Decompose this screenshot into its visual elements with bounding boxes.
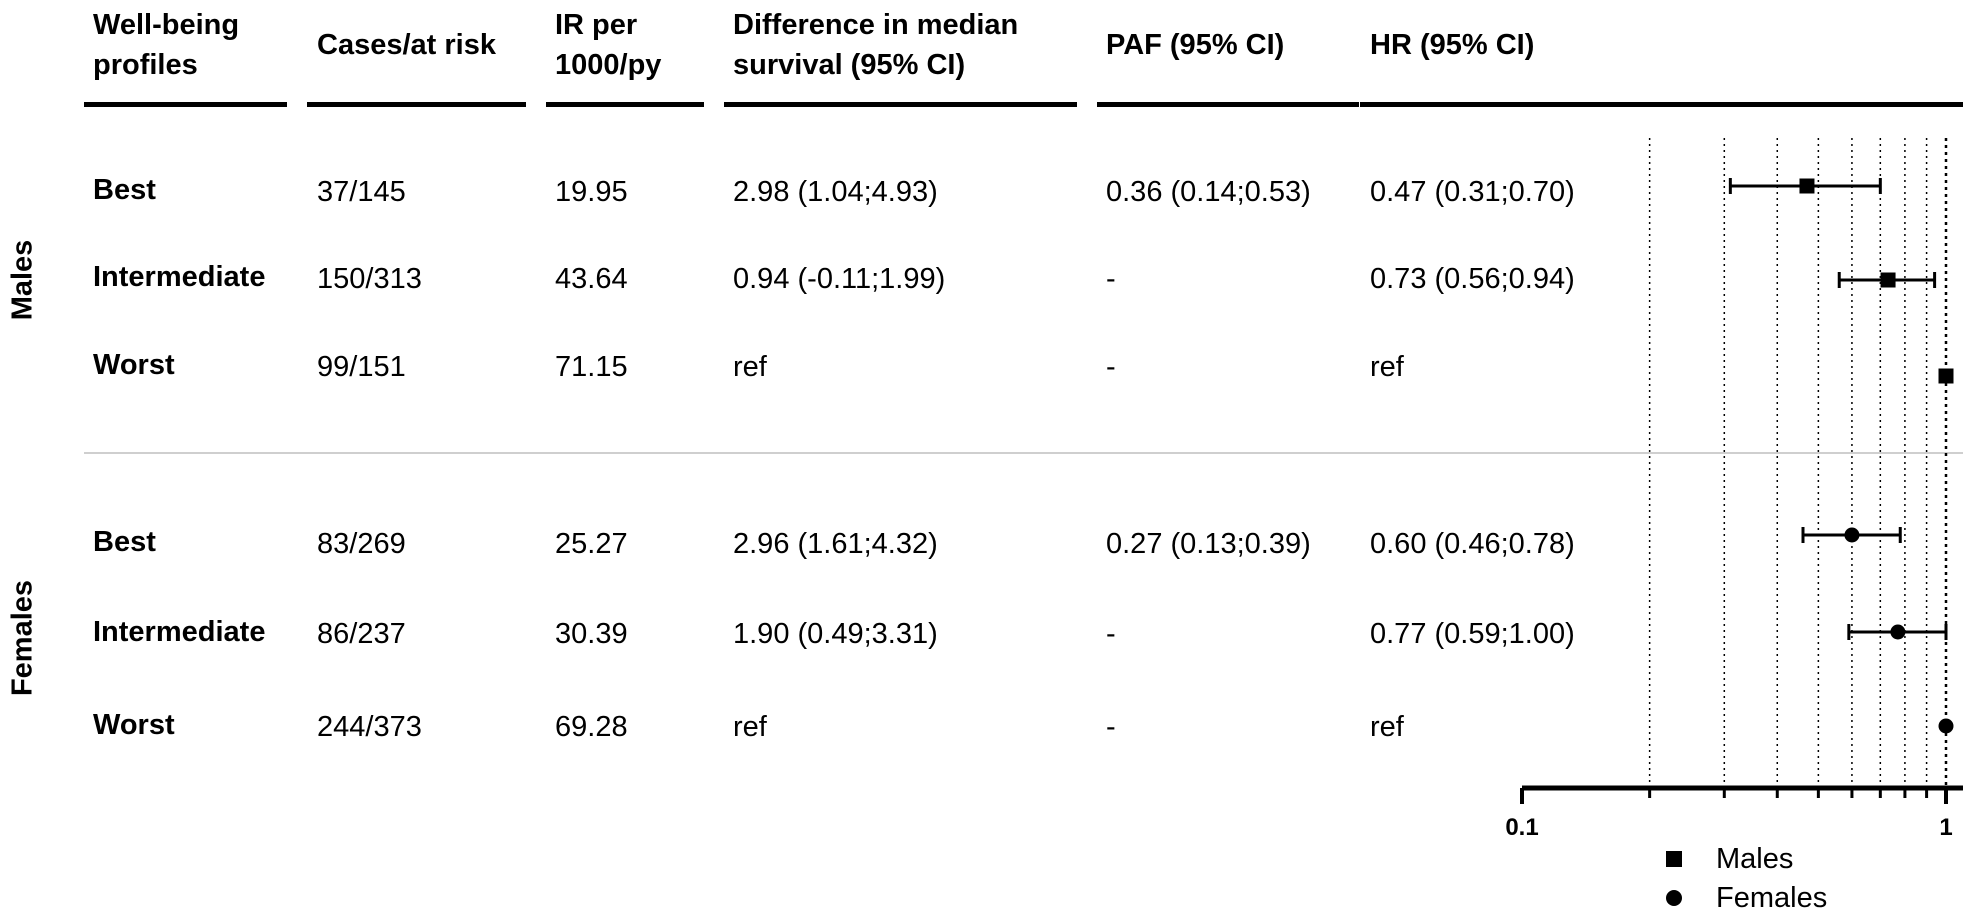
row-2-hr: 0.73 (0.56;0.94): [1370, 263, 1575, 295]
point-female: [1938, 718, 1954, 734]
point-male: [1880, 272, 1896, 288]
row-1-profile: Best: [93, 174, 156, 206]
row-3-profile: Worst: [93, 349, 175, 381]
row-2-paf: -: [1106, 263, 1116, 295]
legend-females-label: Females: [1716, 882, 1828, 914]
header-ir-line-1: IR per: [555, 9, 638, 41]
header-rule-diff: [724, 102, 1077, 107]
row-3-cases: 99/151: [317, 351, 406, 383]
header-profiles-line-2: profiles: [93, 49, 198, 81]
row-4-ir: 25.27: [555, 528, 628, 560]
x-tick-label: 0.1: [1505, 814, 1538, 841]
point-male: [1799, 178, 1815, 194]
row-2-ir: 43.64: [555, 263, 628, 295]
row-3-hr: ref: [1370, 351, 1404, 383]
header-cases: Cases/at risk: [317, 29, 496, 61]
row-2-profile: Intermediate: [93, 261, 266, 293]
point-female: [1844, 527, 1860, 543]
row-6-paf: -: [1106, 711, 1116, 743]
row-1-cases: 37/145: [317, 176, 406, 208]
header-diff-line-1: Difference in median: [733, 9, 1019, 41]
row-5-ir: 30.39: [555, 618, 628, 650]
row-6-ir: 69.28: [555, 711, 628, 743]
row-5-diff: 1.90 (0.49;3.31): [733, 618, 938, 650]
header-hr: HR (95% CI): [1370, 29, 1535, 61]
point-female: [1890, 624, 1906, 640]
legend-males-label: Males: [1716, 843, 1794, 875]
row-1-paf: 0.36 (0.14;0.53): [1106, 176, 1311, 208]
row-5-cases: 86/237: [317, 618, 406, 650]
x-tick-label: 1: [1939, 814, 1952, 841]
row-2-cases: 150/313: [317, 263, 422, 295]
row-1-diff: 2.98 (1.04;4.93): [733, 176, 938, 208]
header-diff: Difference in median survival (95% CI): [733, 5, 1018, 85]
row-4-paf: 0.27 (0.13;0.39): [1106, 528, 1311, 560]
row-1-ir: 19.95: [555, 176, 628, 208]
header-ir-line-2: 1000/py: [555, 49, 662, 81]
row-3-ir: 71.15: [555, 351, 628, 383]
header-diff-line-2: survival (95% CI): [733, 49, 966, 81]
point-male: [1938, 368, 1954, 384]
row-6-diff: ref: [733, 711, 767, 743]
group-separator: [84, 452, 1963, 454]
row-5-hr: 0.77 (0.59;1.00): [1370, 618, 1575, 650]
header-rule-hr: [1360, 102, 1963, 107]
header-rule-paf: [1097, 102, 1359, 107]
header-ir: IR per 1000/py: [555, 5, 661, 85]
legend-males-marker: [1666, 851, 1682, 867]
header-rule-cases: [307, 102, 526, 107]
row-5-paf: -: [1106, 618, 1116, 650]
row-6-cases: 244/373: [317, 711, 422, 743]
row-4-profile: Best: [93, 526, 156, 558]
header-paf: PAF (95% CI): [1106, 29, 1285, 61]
row-2-diff: 0.94 (-0.11;1.99): [733, 263, 946, 295]
row-3-paf: -: [1106, 351, 1116, 383]
row-4-hr: 0.60 (0.46;0.78): [1370, 528, 1575, 560]
row-6-hr: ref: [1370, 711, 1404, 743]
legend-females-marker: [1666, 890, 1682, 906]
header-rule-ir: [546, 102, 704, 107]
row-5-profile: Intermediate: [93, 616, 266, 648]
header-profiles: Well-being profiles: [93, 5, 239, 85]
row-1-hr: 0.47 (0.31;0.70): [1370, 176, 1575, 208]
row-4-cases: 83/269: [317, 528, 406, 560]
row-4-diff: 2.96 (1.61;4.32): [733, 528, 938, 560]
row-6-profile: Worst: [93, 709, 175, 741]
header-rule-profiles: [84, 102, 287, 107]
row-3-diff: ref: [733, 351, 767, 383]
header-profiles-line-1: Well-being: [93, 9, 240, 41]
